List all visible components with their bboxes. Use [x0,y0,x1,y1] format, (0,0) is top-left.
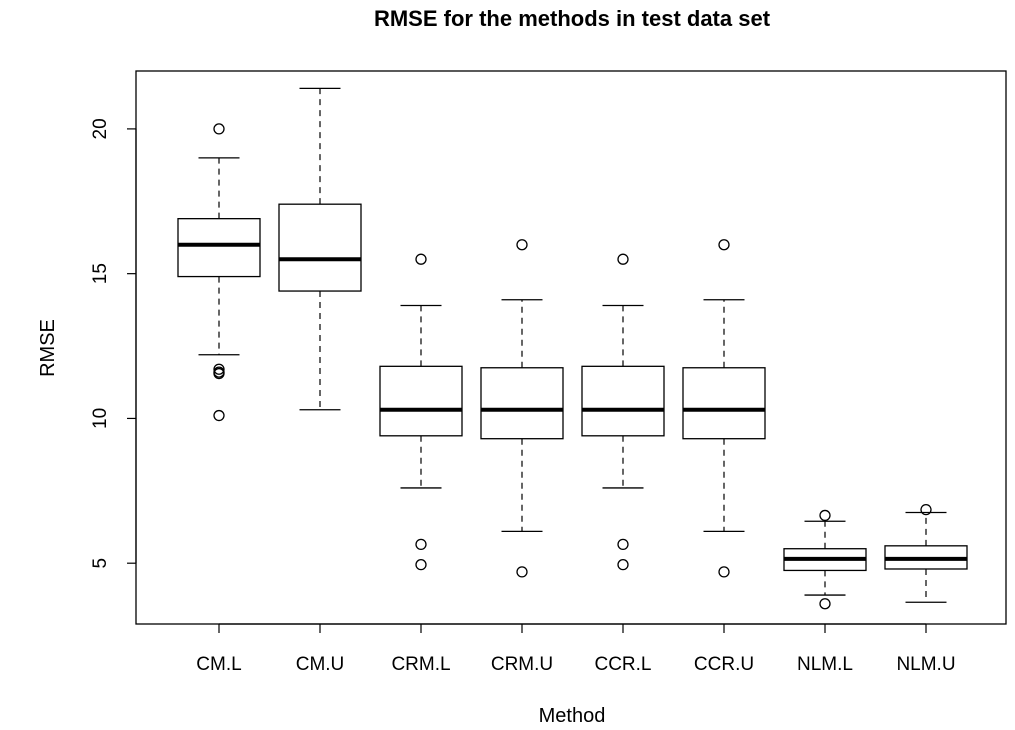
x-axis: CM.L CM.U CRM.L CRM.U CCR.L CCR.U NLM.L NLM.U [196,623,956,675]
y-axis-label: RMSE [37,319,59,377]
boxes [177,87,968,610]
outlier-point [415,253,427,265]
outlier-point [617,558,629,571]
outlier-point [213,367,225,380]
x-tick-label: CRM.L [391,654,450,675]
outlier-point [718,566,730,578]
plot-frame [135,70,1007,625]
box-group [884,503,968,603]
box-group [379,253,463,571]
x-tick-label: CRM.U [491,654,553,675]
outlier-point [213,409,225,422]
iqr-box [278,203,362,292]
y-tick-label: 20 [90,118,111,139]
y-tick-label: 5 [90,558,111,569]
outlier-point [415,538,427,551]
x-tick-label: NLM.U [896,654,955,675]
iqr-box [379,365,463,437]
box-group [783,509,867,610]
box-group [278,87,362,411]
y-tick-label: 10 [90,408,111,429]
x-tick-label: CM.L [196,654,241,675]
box-group [682,239,766,578]
box-group [480,239,564,578]
iqr-box [177,218,261,278]
y-tick-label: 15 [90,263,111,284]
x-axis-label: Method [539,705,606,727]
x-tick-label: CCR.L [594,654,651,675]
outlier-point [819,598,831,610]
outlier-point [516,566,528,578]
outlier-point [516,239,528,251]
outlier-point [819,509,831,522]
outlier-point [920,503,932,516]
chart-title: RMSE for the methods in test data set [374,6,771,31]
outlier-point [213,123,225,135]
box-group [177,123,261,422]
box-group [581,253,665,571]
outlier-point [213,363,225,375]
iqr-box [581,365,665,437]
outlier-point [415,558,427,571]
outlier-point [617,538,629,551]
y-axis: 5 10 15 20 [90,118,137,569]
x-tick-label: CM.U [296,654,345,675]
iqr-box [682,367,766,440]
x-tick-label: CCR.U [694,654,754,675]
x-tick-label: NLM.L [797,654,853,675]
outlier-point [718,239,730,251]
outlier-point [617,253,629,265]
iqr-box [480,367,564,440]
